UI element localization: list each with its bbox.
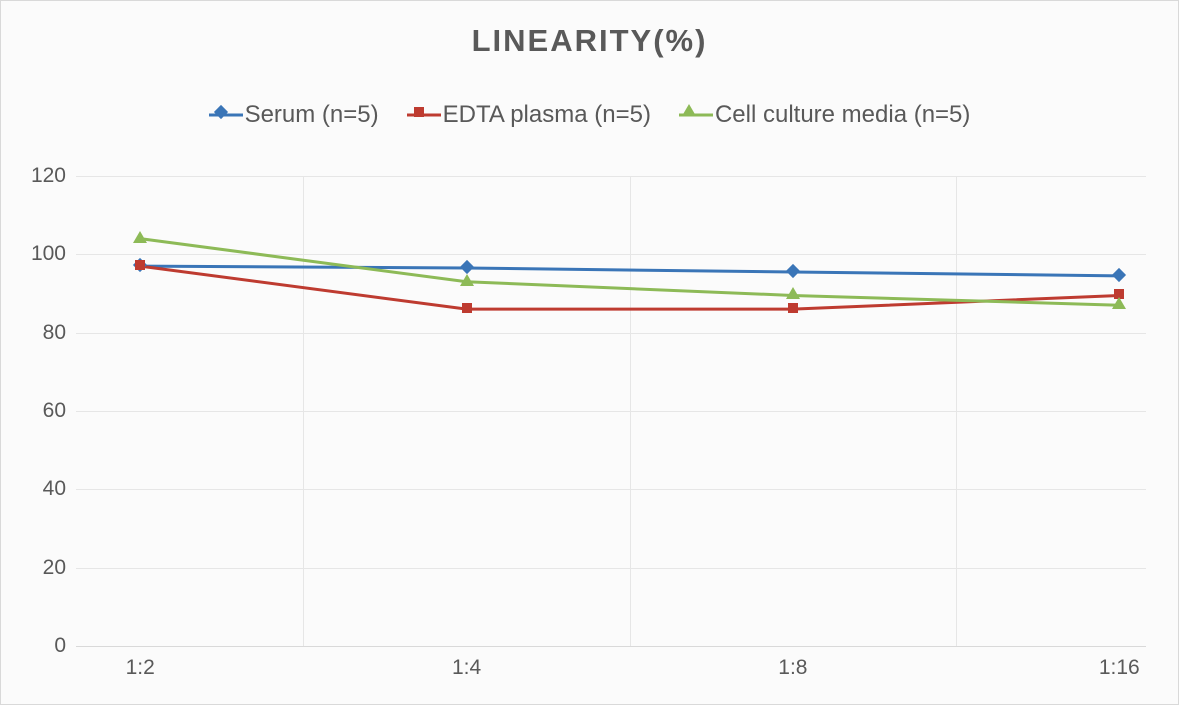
plot-area (76, 176, 1146, 646)
x-tick-label: 1:4 (452, 656, 481, 680)
data-point (1114, 267, 1124, 285)
legend-label: EDTA plasma (n=5) (443, 101, 651, 129)
series-lines (76, 176, 1146, 646)
data-point (460, 273, 474, 291)
legend-item: Serum (n=5) (209, 101, 379, 129)
legend-swatch (209, 106, 243, 124)
legend-swatch (407, 106, 441, 124)
series-line (140, 239, 1119, 306)
legend-item: EDTA plasma (n=5) (407, 101, 651, 129)
x-tick-label: 1:16 (1099, 656, 1140, 680)
chart-title: LINEARITY(%) (1, 23, 1178, 59)
x-tick-label: 1:2 (126, 656, 155, 680)
data-point (462, 300, 472, 318)
data-point (135, 257, 145, 275)
legend-label: Serum (n=5) (245, 101, 379, 129)
data-point (786, 286, 800, 304)
legend-label: Cell culture media (n=5) (715, 101, 970, 129)
data-point (133, 230, 147, 248)
data-point (788, 263, 798, 281)
y-tick-label: 60 (26, 399, 66, 423)
x-tick-label: 1:8 (778, 656, 807, 680)
series-line (140, 266, 1119, 276)
y-tick-label: 80 (26, 321, 66, 345)
chart-legend: Serum (n=5) EDTA plasma (n=5) Cell culture… (1, 101, 1178, 129)
y-tick-label: 20 (26, 556, 66, 580)
legend-swatch (679, 106, 713, 124)
chart-container: LINEARITY(%) Serum (n=5) EDTA plasma (n=5… (0, 0, 1179, 705)
y-tick-label: 0 (26, 634, 66, 658)
legend-item: Cell culture media (n=5) (679, 101, 970, 129)
y-tick-label: 100 (26, 242, 66, 266)
y-tick-label: 120 (26, 164, 66, 188)
data-point (1112, 296, 1126, 314)
y-tick-label: 40 (26, 477, 66, 501)
x-axis-line (76, 646, 1146, 647)
